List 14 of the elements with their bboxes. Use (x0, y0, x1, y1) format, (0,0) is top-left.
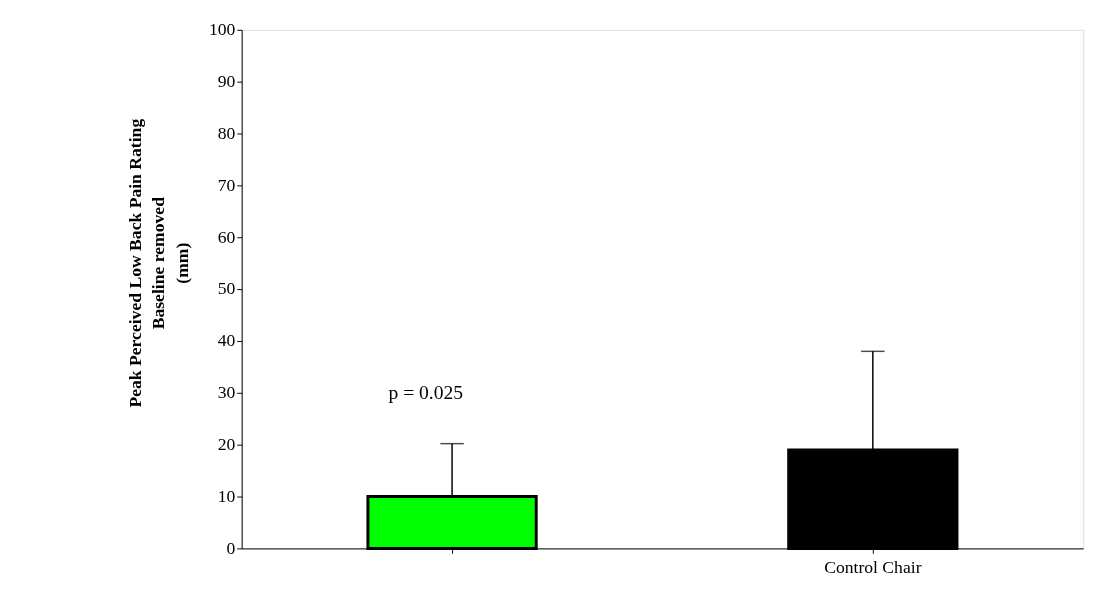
y-tick-label: 30 (217, 382, 236, 403)
y-tick-label: 0 (226, 537, 236, 558)
y-tick-label: 10 (217, 485, 236, 506)
y-tick-label: 80 (217, 122, 236, 143)
annotation: p = 0.025 (388, 381, 464, 403)
y-tick-label: 70 (217, 174, 236, 195)
y-tick-label: 60 (217, 226, 236, 247)
y-axis-title: Peak Perceived Low Back Pain Rating Baseline removed (mm) (124, 118, 192, 408)
y-tick-label: 50 (217, 278, 236, 299)
y-tick-label: 90 (217, 71, 236, 92)
y-tick-label: 40 (217, 330, 236, 351)
y-tick-label: 100 (208, 19, 236, 40)
x-tick-label: Control Chair (824, 557, 922, 578)
y-tick-label: 20 (217, 434, 236, 455)
